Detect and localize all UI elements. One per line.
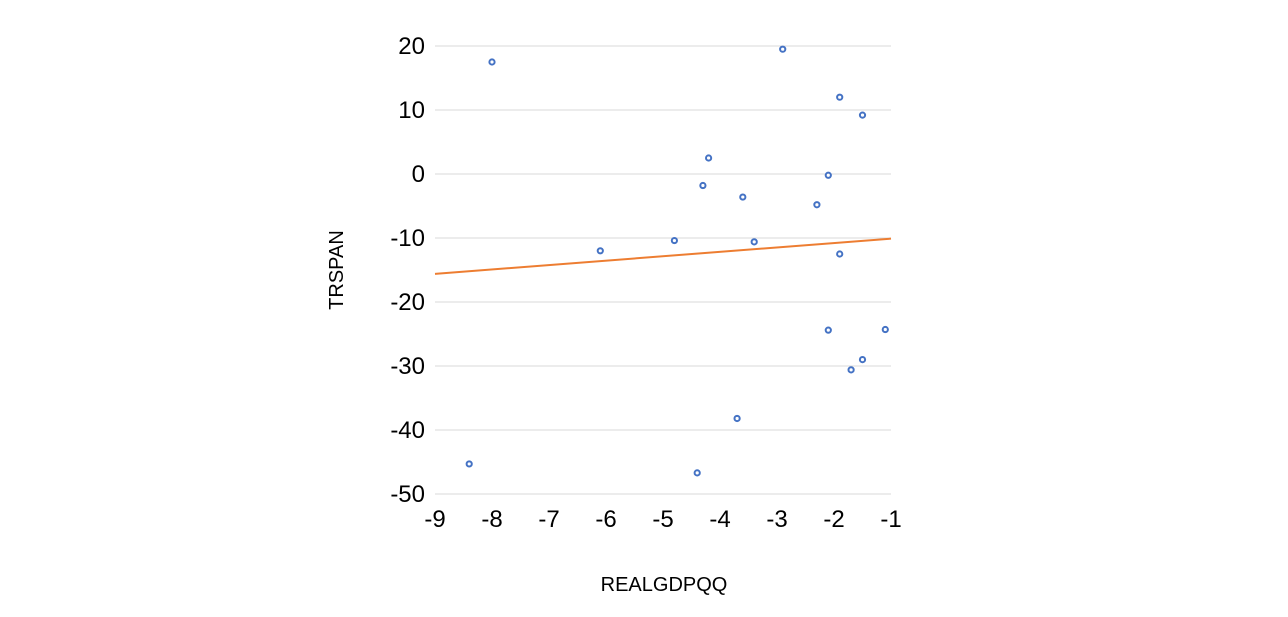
y-tick-label: -50 xyxy=(390,481,425,508)
x-tick-label: -6 xyxy=(595,506,616,533)
data-point xyxy=(739,193,747,201)
data-point xyxy=(699,181,707,190)
data-point xyxy=(693,469,701,477)
x-axis-tick-labels: -9 -8 -7 -6 -5 -4 -3 -2 -1 xyxy=(424,506,901,533)
data-point xyxy=(881,325,889,334)
trendline-layer xyxy=(434,237,892,275)
y-tick-label: 20 xyxy=(398,33,425,60)
x-tick-label: -1 xyxy=(880,506,901,533)
data-point xyxy=(824,326,832,334)
data-point xyxy=(836,93,844,101)
data-point xyxy=(847,366,855,374)
data-points xyxy=(465,45,889,477)
y-tick-label: -30 xyxy=(390,353,425,380)
y-tick-label: -20 xyxy=(390,289,425,316)
data-point xyxy=(465,460,473,468)
data-point xyxy=(858,111,867,119)
y-tick-label: -10 xyxy=(390,225,425,252)
y-tick-label: -40 xyxy=(390,417,425,444)
y-tick-label: 10 xyxy=(398,97,425,124)
gridlines xyxy=(435,45,891,495)
x-axis-title: REALGDPQQ xyxy=(601,574,728,596)
data-point xyxy=(824,171,832,179)
data-point xyxy=(488,58,496,66)
data-point xyxy=(596,247,604,255)
y-tick-label: 0 xyxy=(412,161,425,188)
x-tick-label: -4 xyxy=(709,506,730,533)
x-tick-label: -3 xyxy=(766,506,787,533)
x-tick-label: -5 xyxy=(652,506,673,533)
data-point xyxy=(705,154,713,162)
x-tick-label: -9 xyxy=(424,506,445,533)
data-point xyxy=(813,201,821,209)
x-tick-label: -2 xyxy=(823,506,844,533)
y-axis-tick-labels: -50 -40 -30 -20 -10 0 10 20 xyxy=(390,33,425,508)
x-tick-label: -8 xyxy=(481,506,502,533)
linear-trendline xyxy=(434,237,892,275)
data-point xyxy=(733,414,741,423)
data-point xyxy=(836,250,844,258)
data-point xyxy=(670,236,679,245)
data-point xyxy=(750,238,758,246)
data-point xyxy=(779,45,787,53)
x-tick-label: -7 xyxy=(538,506,559,533)
data-point xyxy=(858,356,867,364)
y-axis-title: TRSPAN xyxy=(326,230,348,310)
